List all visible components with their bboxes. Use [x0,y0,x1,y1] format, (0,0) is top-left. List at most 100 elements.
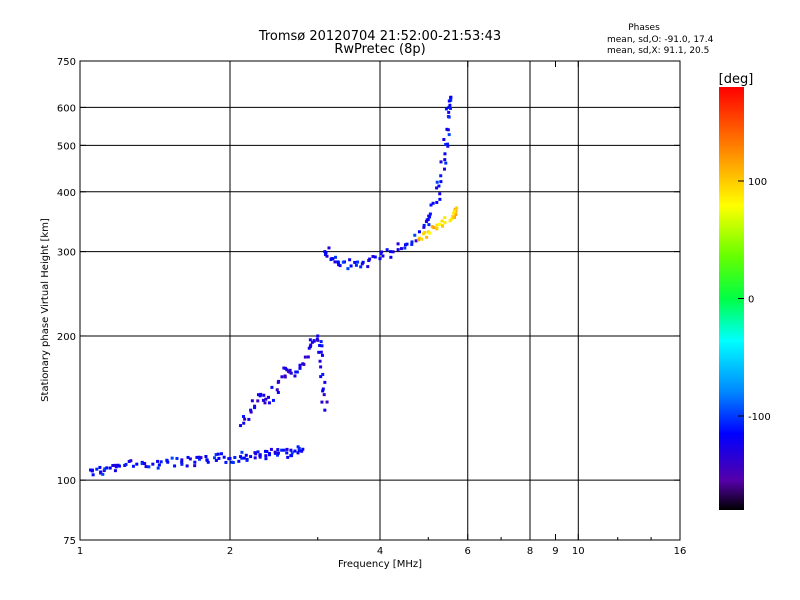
data-point [297,446,301,450]
data-point [91,473,95,477]
data-point [454,212,458,216]
data-point [206,460,210,464]
data-point [361,260,365,264]
data-point [249,455,253,459]
data-point [111,464,115,468]
data-point [353,260,357,264]
data-point [399,247,403,251]
data-point [346,267,350,271]
data-point [389,250,393,254]
data-point [298,363,302,367]
data-point [89,468,93,472]
y-tick-label: 100 [57,476,76,487]
data-point [214,458,218,462]
data-point [199,456,203,460]
data-point [239,455,243,459]
data-point [441,224,445,228]
data-point [360,262,364,266]
data-point [309,343,313,347]
data-point [129,459,133,463]
data-point [444,161,448,165]
data-point [435,186,439,190]
x-tick-label: 16 [674,546,687,557]
data-point [437,184,441,188]
data-point [213,456,217,460]
data-point [282,366,286,370]
data-point [267,451,271,455]
data-point [290,454,294,458]
data-point [455,206,459,210]
data-point [275,388,279,392]
data-point [396,248,400,252]
data-point [337,263,341,267]
data-point [180,458,184,462]
data-point [151,462,155,466]
data-point [108,466,112,470]
x-tick-label: 6 [465,546,471,557]
data-point [320,353,324,357]
data-point [143,462,147,466]
data-point [306,355,310,359]
data-point [417,238,421,242]
data-point [442,167,446,171]
data-point [312,339,316,343]
data-point [173,464,177,468]
data-point [159,460,163,464]
data-point [216,452,220,456]
data-point [444,107,448,111]
data-point [391,250,395,254]
colorbar-ticks: 100 0 -100 [738,177,771,423]
data-point [156,459,160,463]
data-point [425,235,429,239]
data-point [147,465,151,469]
data-point [443,152,447,156]
legend-heading: Phases [628,23,660,33]
data-point [284,366,288,370]
data-point [439,160,443,164]
data-point [435,180,439,184]
data-point [410,240,414,244]
data-point [244,453,248,457]
data-point [277,379,281,383]
data-point [276,448,280,452]
data-point [323,380,327,384]
data-point [259,392,263,396]
data-point [373,255,377,259]
data-point [144,465,148,469]
data-point [105,466,109,470]
data-point [323,408,327,412]
x-tick-label: 10 [572,546,585,557]
data-point [233,455,237,459]
data-point [197,457,201,461]
data-point [321,389,325,393]
data-point [426,218,430,222]
data-point [295,370,299,374]
data-point [452,215,456,219]
y-tick-label: 300 [57,248,76,259]
data-point [264,454,268,458]
data-point [417,236,421,240]
data-point [420,237,424,241]
data-point [283,374,287,378]
data-point [320,400,324,404]
data-point [435,227,439,231]
data-point [310,340,314,344]
data-point [249,408,253,412]
data-point [254,452,258,456]
data-point [421,232,425,236]
data-point [180,460,184,464]
data-point [258,455,262,459]
data-point [293,374,297,378]
data-point [290,451,294,455]
data-point [324,251,328,255]
data-point [175,456,179,460]
data-point [249,410,253,414]
data-point [316,334,320,338]
x-tick-label: 8 [527,546,533,557]
data-point [99,471,103,475]
data-point [381,254,385,258]
data-point [247,417,251,421]
data-point [286,369,290,373]
data-point [197,455,201,459]
data-point [263,449,267,453]
